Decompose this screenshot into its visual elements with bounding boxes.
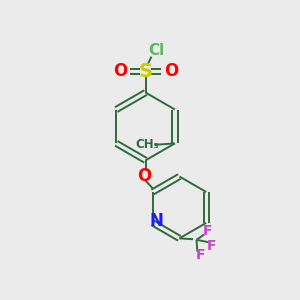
Text: N: N [149,212,163,230]
Text: Cl: Cl [148,43,164,58]
Text: CH₃: CH₃ [136,138,159,151]
Text: O: O [113,62,127,80]
Text: O: O [164,62,178,80]
Text: S: S [139,62,153,81]
Text: F: F [203,224,212,238]
Text: F: F [196,248,206,262]
Text: O: O [137,167,152,184]
Text: F: F [207,239,217,253]
